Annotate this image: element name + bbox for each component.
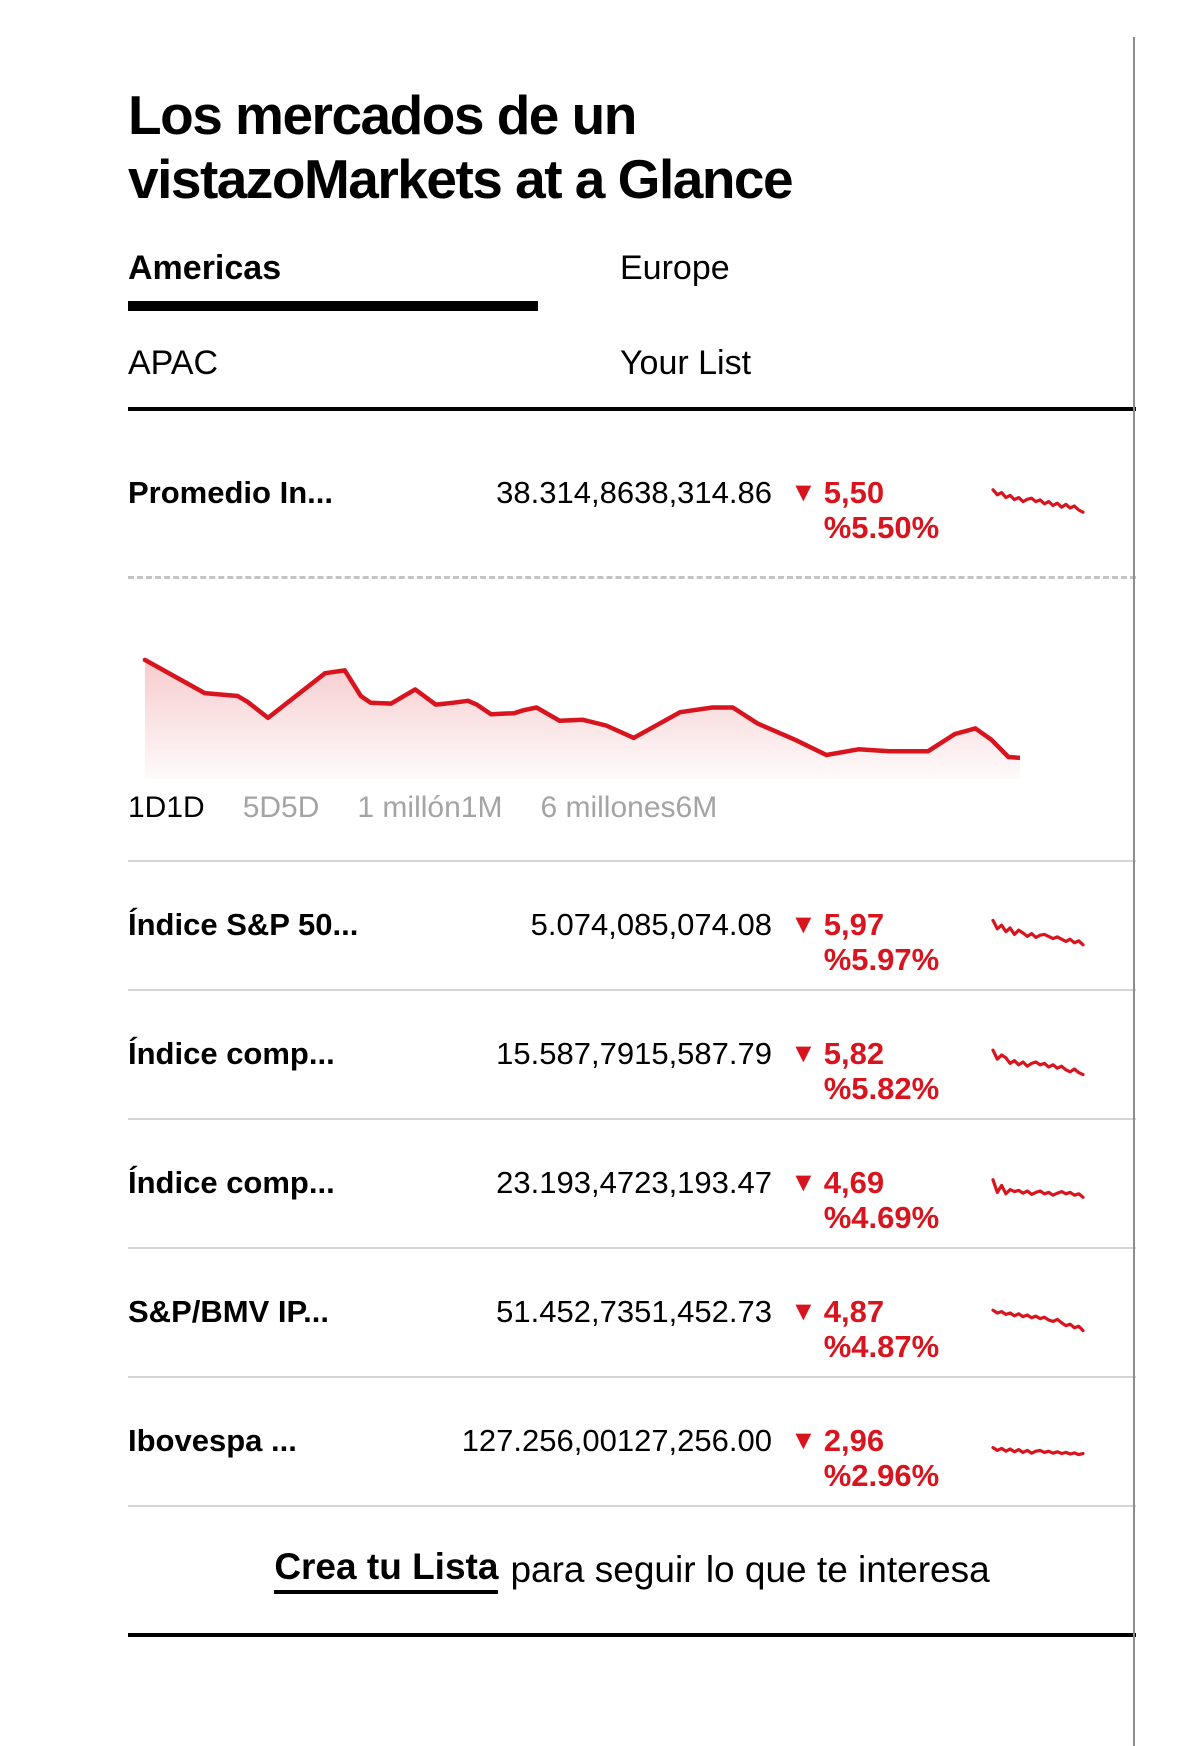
change-amount: 5,97: [823, 907, 885, 943]
down-triangle-icon: ▼: [790, 1038, 817, 1069]
change-amount: 5,50: [823, 475, 885, 511]
create-list-text: para seguir lo que te interesa: [510, 1548, 990, 1590]
index-name: Ibovespa ...: [128, 1423, 297, 1459]
tabs-bottom-divider: [128, 406, 1136, 411]
index-change: ▼ 4,87 %4.87%: [790, 1294, 990, 1364]
index-value: 23.193,4723,193.47: [496, 1165, 772, 1201]
tab-europe-label: Europe: [620, 248, 730, 287]
index-row-sp500[interactable]: Índice S&P 50... 5.074,085,074.08 ▼ 5,97…: [128, 862, 1136, 991]
index-value: 51.452,7351,452.73: [496, 1294, 772, 1330]
panel-right-border: [1133, 36, 1135, 1746]
main-area-chart: [142, 657, 1020, 779]
page-title-line1: Los mercados de un: [128, 83, 637, 146]
range-button-5d[interactable]: 5D5D: [242, 790, 320, 824]
index-change: ▼ 4,69 %4.69%: [790, 1165, 990, 1235]
down-triangle-icon: ▼: [790, 1296, 817, 1327]
index-row-bmv-ipc[interactable]: S&P/BMV IP... 51.452,7351,452.73 ▼ 4,87 …: [128, 1249, 1136, 1378]
index-value: 38.314,8638,314.86: [496, 475, 772, 511]
tab-europe[interactable]: Europe: [620, 248, 1136, 311]
index-name: S&P/BMV IP...: [128, 1294, 329, 1330]
tab-your-list-label: Your List: [620, 343, 752, 382]
index-value: 5.074,085,074.08: [530, 907, 772, 943]
index-name: Índice comp...: [128, 1036, 335, 1072]
index-change: ▼ 5,97 %5.97%: [790, 907, 990, 977]
row-sparkline: [991, 918, 1085, 947]
tab-apac-label: APAC: [128, 343, 219, 382]
create-list-link[interactable]: Crea tu Lista: [274, 1546, 499, 1594]
change-percent: %5.50%: [823, 510, 940, 546]
range-button-6m[interactable]: 6 millones6M: [540, 790, 718, 824]
index-change: ▼ 2,96 %2.96%: [790, 1423, 990, 1493]
change-percent: %4.87%: [823, 1329, 940, 1365]
index-row-nasdaq[interactable]: Índice comp... 15.587,7915,587.79 ▼ 5,82…: [128, 991, 1136, 1120]
tab-americas[interactable]: Americas: [128, 248, 620, 311]
index-change: ▼ 5,50 %5.50%: [790, 475, 990, 545]
markets-widget: Los mercados de un vistazoMarkets at a G…: [128, 37, 1136, 1637]
tab-americas-label: Americas: [128, 248, 282, 287]
row-sparkline: [991, 1308, 1085, 1333]
index-row-promedio[interactable]: Promedio In... 38.314,8638,314.86 ▼ 5,50…: [128, 411, 1136, 579]
index-name: Índice comp...: [128, 1165, 335, 1201]
row-sparkline: [991, 1048, 1085, 1077]
change-percent: %5.82%: [823, 1071, 940, 1107]
change-percent: %5.97%: [823, 942, 940, 978]
change-amount: 5,82: [823, 1036, 885, 1072]
range-button-1m[interactable]: 1 millón1M: [357, 790, 503, 824]
create-list-callout: Crea tu Lista para seguir lo que te inte…: [128, 1507, 1136, 1637]
down-triangle-icon: ▼: [790, 909, 817, 940]
down-triangle-icon: ▼: [790, 477, 817, 508]
region-tabs: Americas Europe APAC Your List: [128, 248, 1136, 383]
change-amount: 4,87: [823, 1294, 885, 1330]
time-range-buttons: 1D1D 5D5D 1 millón1M 6 millones6M: [128, 790, 1136, 862]
change-amount: 2,96: [823, 1423, 885, 1459]
page-title: Los mercados de un vistazoMarkets at a G…: [128, 37, 1136, 211]
main-chart-section: 1D1D 5D5D 1 millón1M 6 millones6M: [128, 579, 1136, 862]
row-sparkline: [991, 1446, 1085, 1457]
index-name: Promedio In...: [128, 475, 333, 511]
down-triangle-icon: ▼: [790, 1425, 817, 1456]
row-sparkline: [991, 488, 1085, 514]
change-amount: 4,69: [823, 1165, 885, 1201]
tab-your-list[interactable]: Your List: [620, 343, 1136, 383]
index-value: 15.587,7915,587.79: [496, 1036, 772, 1072]
index-row-composite[interactable]: Índice comp... 23.193,4723,193.47 ▼ 4,69…: [128, 1120, 1136, 1249]
row-sparkline: [991, 1178, 1085, 1199]
change-percent: %2.96%: [823, 1458, 940, 1494]
change-percent: %4.69%: [823, 1200, 940, 1236]
down-triangle-icon: ▼: [790, 1167, 817, 1198]
range-button-1d[interactable]: 1D1D: [128, 790, 205, 824]
index-change: ▼ 5,82 %5.82%: [790, 1036, 990, 1106]
page-title-line2: vistazoMarkets at a Glance: [128, 147, 794, 210]
index-name: Índice S&P 50...: [128, 907, 359, 943]
index-value: 127.256,00127,256.00: [461, 1423, 772, 1459]
active-tab-underline: [128, 300, 538, 311]
index-row-ibovespa[interactable]: Ibovespa ... 127.256,00127,256.00 ▼ 2,96…: [128, 1378, 1136, 1507]
tab-apac[interactable]: APAC: [128, 343, 620, 383]
